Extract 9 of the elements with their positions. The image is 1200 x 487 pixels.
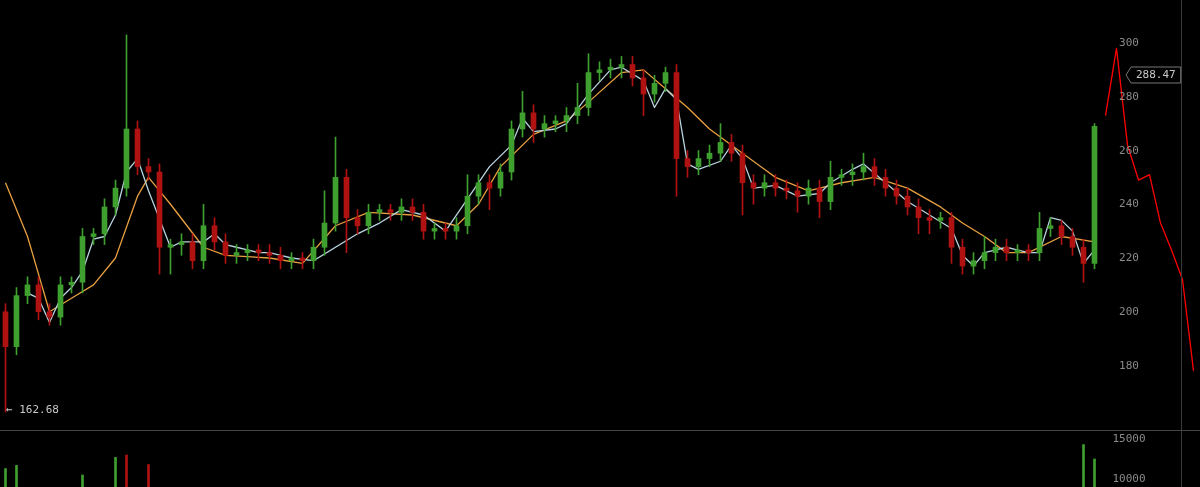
y-tick-label: 15000 xyxy=(1112,432,1146,446)
y-tick-label: 300 xyxy=(1119,36,1139,50)
y-tick-label: 180 xyxy=(1119,359,1139,373)
y-tick-label: 10000 xyxy=(1112,472,1146,486)
y-tick-label: 220 xyxy=(1119,251,1139,265)
y-tick-label: 200 xyxy=(1119,305,1139,319)
annotation: 288.47 xyxy=(1136,67,1176,81)
y-tick-label: 240 xyxy=(1119,197,1139,211)
annotation: ← 162.68 xyxy=(6,402,59,416)
